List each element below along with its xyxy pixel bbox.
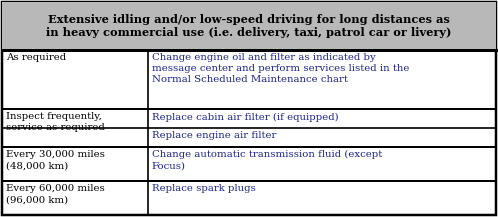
Text: Inspect frequently,
service as required: Inspect frequently, service as required — [6, 112, 105, 133]
Bar — [2, 2, 496, 50]
Text: Change automatic transmission fluid (except
Focus): Change automatic transmission fluid (exc… — [152, 150, 382, 171]
Text: Every 60,000 miles
(96,000 km): Every 60,000 miles (96,000 km) — [6, 184, 105, 204]
Text: Replace cabin air filter (if equipped): Replace cabin air filter (if equipped) — [152, 112, 338, 122]
Text: Change engine oil and filter as indicated by
message center and perform services: Change engine oil and filter as indicate… — [152, 53, 409, 84]
Text: Every 30,000 miles
(48,000 km): Every 30,000 miles (48,000 km) — [6, 150, 105, 170]
Text: Replace spark plugs: Replace spark plugs — [152, 184, 255, 193]
Text: Extensive idling and/or low-speed driving for long distances as
in heavy commerc: Extensive idling and/or low-speed drivin… — [46, 14, 452, 38]
Text: As required: As required — [6, 53, 66, 62]
Text: Replace engine air filter: Replace engine air filter — [152, 131, 276, 140]
